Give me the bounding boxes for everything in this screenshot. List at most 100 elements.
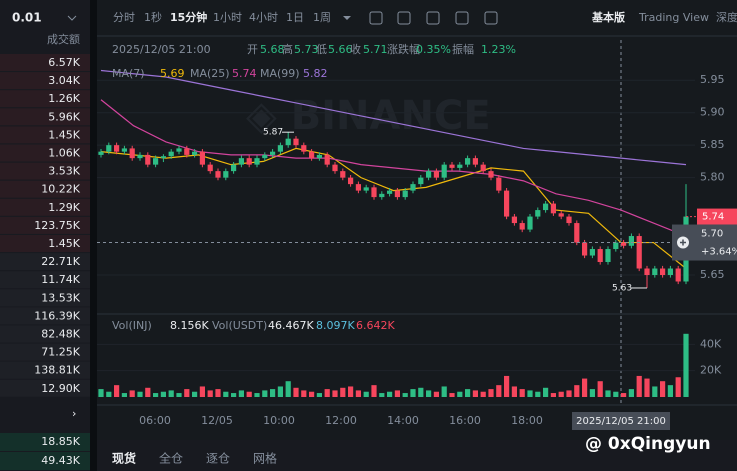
y-tick-label: 5.90 xyxy=(700,106,725,119)
bottom-tab[interactable]: 逐仓 xyxy=(206,452,230,466)
interval-tab[interactable]: 分时 xyxy=(113,11,135,24)
candle-body xyxy=(207,164,213,172)
x-tick-label: 06:00 xyxy=(139,414,171,427)
candle-body xyxy=(348,177,354,185)
candle-body xyxy=(566,216,572,224)
crosshair-change: +3.64% xyxy=(701,247,737,258)
info-value: 5.71 xyxy=(363,43,388,56)
volume-bar xyxy=(628,389,634,397)
interval-tab[interactable]: 4小时 xyxy=(249,11,278,24)
tick-size[interactable]: 0.01 xyxy=(12,11,42,25)
tool-icon[interactable] xyxy=(397,11,411,25)
candle-body xyxy=(550,203,556,214)
tool-icon[interactable] xyxy=(369,11,383,25)
volume-bar xyxy=(511,386,517,397)
volume-bar xyxy=(504,375,510,397)
volume-bar xyxy=(254,393,260,397)
interval-tab[interactable]: 1小时 xyxy=(213,11,242,24)
candle-body xyxy=(496,177,502,191)
info-label: 开 xyxy=(247,43,258,56)
volume-bar xyxy=(231,393,237,397)
volume-bar xyxy=(332,390,338,397)
volume-bar xyxy=(402,393,408,397)
y-tick-label: 5.95 xyxy=(700,73,725,86)
candle-body xyxy=(355,184,361,191)
candle-body xyxy=(129,148,135,159)
info-label: 涨跌幅 xyxy=(387,42,420,56)
candle-body xyxy=(114,145,120,152)
candle-body xyxy=(340,171,346,178)
candle-body xyxy=(472,158,478,165)
view-tab[interactable]: 深度 xyxy=(716,10,737,24)
info-value: 5.73 xyxy=(294,43,319,56)
x-tick-label: 18:00 xyxy=(511,414,543,427)
interval-tab[interactable]: 1周 xyxy=(313,11,331,24)
volume-bar xyxy=(418,387,424,397)
volume-bar xyxy=(309,391,315,397)
candle-body xyxy=(121,148,127,152)
candle-body xyxy=(660,268,666,275)
candle-body xyxy=(511,216,517,224)
dropdown-arrow xyxy=(67,15,77,21)
interval-tab[interactable]: 1日 xyxy=(286,11,304,24)
candle-body xyxy=(410,184,416,191)
volume-bar xyxy=(550,393,556,397)
tool-icon[interactable] xyxy=(426,11,440,25)
candle-body xyxy=(238,158,244,165)
volume-bar xyxy=(168,390,174,397)
candle-body xyxy=(316,154,322,159)
divider xyxy=(90,0,97,471)
bottom-tab[interactable]: 网格 xyxy=(253,451,277,466)
depth-bar xyxy=(0,235,90,252)
candle-body xyxy=(309,151,315,159)
volume-bar xyxy=(106,391,112,397)
volume-bar xyxy=(340,387,346,397)
depth-bar xyxy=(0,433,90,451)
candle-body xyxy=(636,236,642,269)
amount: 1.45K xyxy=(48,128,80,141)
candle-body xyxy=(465,158,471,165)
volume-bar xyxy=(589,389,595,397)
candle-body xyxy=(527,216,533,230)
volume-bar xyxy=(519,389,525,397)
amount: 3.04K xyxy=(48,74,80,87)
view-tab[interactable]: 基本版 xyxy=(591,10,625,24)
y-tick-label: 5.80 xyxy=(700,171,725,184)
candle-body xyxy=(379,193,385,198)
tool-icon[interactable] xyxy=(484,11,498,25)
info-label: 低 xyxy=(316,43,327,56)
volume-legend-label: Vol(USDT) xyxy=(212,319,267,332)
low-marker: 5.63 xyxy=(612,283,632,293)
more-arrow[interactable]: › xyxy=(72,407,76,420)
view-tab[interactable]: Trading View xyxy=(638,11,709,24)
amount: 1.29K xyxy=(48,201,80,214)
volume-bar xyxy=(371,385,377,397)
info-label: 高 xyxy=(282,42,293,56)
volume-bar xyxy=(348,386,354,397)
interval-tab[interactable]: 15分钟 xyxy=(170,10,207,24)
volume-bar xyxy=(153,393,159,397)
last-price-box xyxy=(697,208,737,225)
bottom-tab[interactable]: 现货 xyxy=(112,451,136,466)
depth-bar xyxy=(0,343,90,361)
candle-body xyxy=(199,151,205,165)
candle-body xyxy=(176,148,182,152)
ma-label: MA(7) xyxy=(112,67,145,80)
tool-icon[interactable] xyxy=(455,11,469,25)
amount: 123.75K xyxy=(34,219,80,232)
amount: 49.43K xyxy=(41,454,80,467)
crosshair-time-box xyxy=(572,412,670,430)
interval-tab[interactable]: 1秒 xyxy=(144,10,162,24)
candle-body xyxy=(394,190,400,198)
candle-body xyxy=(223,171,229,178)
amount: 6.57K xyxy=(48,56,80,69)
candle-body xyxy=(293,138,299,146)
candle-body xyxy=(145,154,151,165)
info-value: 5.68 xyxy=(260,43,285,56)
candle-body xyxy=(589,249,595,256)
candle-body xyxy=(488,171,494,178)
depth-bar xyxy=(0,90,90,108)
amount: 18.85K xyxy=(41,435,80,448)
bottom-tab[interactable]: 全仓 xyxy=(159,451,183,466)
depth-bar xyxy=(0,180,90,198)
